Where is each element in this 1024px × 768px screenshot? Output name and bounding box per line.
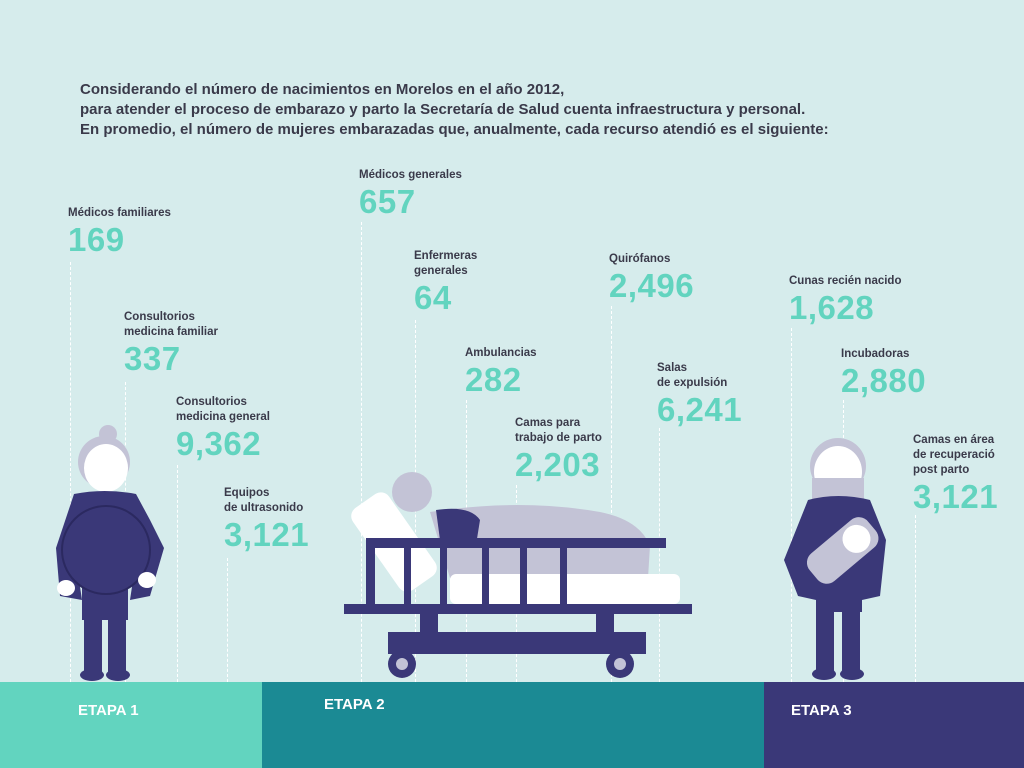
stat-value: 1,628 (789, 289, 875, 326)
stage-1-label: ETAPA 1 (78, 702, 139, 719)
stat-value: 6,241 (657, 391, 743, 428)
stat-medicos-familiares: Médicos familiares 169 (68, 206, 171, 259)
guide-line (915, 515, 916, 682)
stat-label: Cunas recién nacido (789, 275, 902, 287)
stage-1-bar: ETAPA 1 (0, 682, 262, 768)
stat-label: Médicos generales (359, 169, 462, 181)
guide-line (791, 328, 792, 682)
pregnant-woman-icon (56, 425, 164, 681)
guide-line (227, 558, 228, 682)
stat-label: Equipos de ultrasonido (224, 487, 304, 514)
stat-value: 657 (359, 183, 416, 220)
stat-label: Camas para trabajo de parto (515, 417, 602, 444)
intro-line-1: Considerando el número de nacimientos en… (80, 81, 565, 98)
hospital-bed-icon (344, 472, 692, 678)
stat-label: Salas de expulsión (657, 362, 728, 389)
stat-value: 169 (68, 221, 125, 258)
stat-value: 64 (414, 279, 452, 316)
stat-label: Ambulancias (465, 347, 537, 359)
stat-cunas-recien-nacido: Cunas recién nacido 1,628 (789, 274, 901, 327)
stage-3-bar: ETAPA 3 (764, 682, 1024, 768)
stat-consultorios-medicina-familiar: Consultorios medicina familiar 337 (124, 310, 218, 378)
stat-salas-expulsion: Salas de expulsión 6,241 (657, 361, 742, 429)
stage-2-bar: ETAPA 2 (262, 682, 764, 768)
stage-3-label: ETAPA 3 (791, 702, 852, 719)
stat-medicos-generales: Médicos generales 657 (359, 168, 462, 221)
stat-enfermeras-generales: Enfermeras generales 64 (414, 249, 477, 317)
stat-value: 9,362 (176, 425, 262, 462)
stat-value: 2,496 (609, 267, 695, 304)
guide-line (70, 262, 71, 682)
intro-line-3: En promedio, el número de mujeres embara… (80, 121, 829, 138)
stat-quirofanos: Quirófanos 2,496 (609, 252, 694, 305)
stat-value: 2,880 (841, 362, 927, 399)
stat-label: Camas en área de recuperació post parto (913, 434, 995, 476)
stat-label: Quirófanos (609, 253, 671, 265)
stat-value: 3,121 (224, 516, 310, 553)
mother-with-baby-icon (784, 438, 886, 680)
stat-label: Consultorios medicina familiar (124, 311, 218, 338)
stat-camas-trabajo-parto: Camas para trabajo de parto 2,203 (515, 416, 602, 484)
stat-consultorios-medicina-general: Consultorios medicina general 9,362 (176, 395, 270, 463)
stat-label: Consultorios medicina general (176, 396, 270, 423)
intro-text: Considerando el número de nacimientos en… (80, 80, 980, 140)
stat-label: Enfermeras generales (414, 250, 478, 277)
stage-2-label: ETAPA 2 (324, 696, 385, 713)
stat-camas-recuperacion: Camas en área de recuperació post parto … (913, 433, 998, 516)
stat-value: 282 (465, 361, 522, 398)
stat-ambulancias: Ambulancias 282 (465, 346, 537, 399)
guide-line (659, 428, 660, 682)
guide-line (177, 465, 178, 682)
stat-label: Incubadoras (841, 348, 910, 360)
stat-value: 2,203 (515, 446, 601, 483)
guide-line (611, 306, 612, 682)
guide-line (361, 222, 362, 682)
stat-equipos-ultrasonido: Equipos de ultrasonido 3,121 (224, 486, 309, 554)
stat-incubadoras: Incubadoras 2,880 (841, 347, 926, 400)
intro-line-2: para atender el proceso de embarazo y pa… (80, 101, 806, 118)
stat-value: 3,121 (913, 478, 999, 515)
stat-value: 337 (124, 340, 181, 377)
stat-label: Médicos familiares (68, 207, 171, 219)
